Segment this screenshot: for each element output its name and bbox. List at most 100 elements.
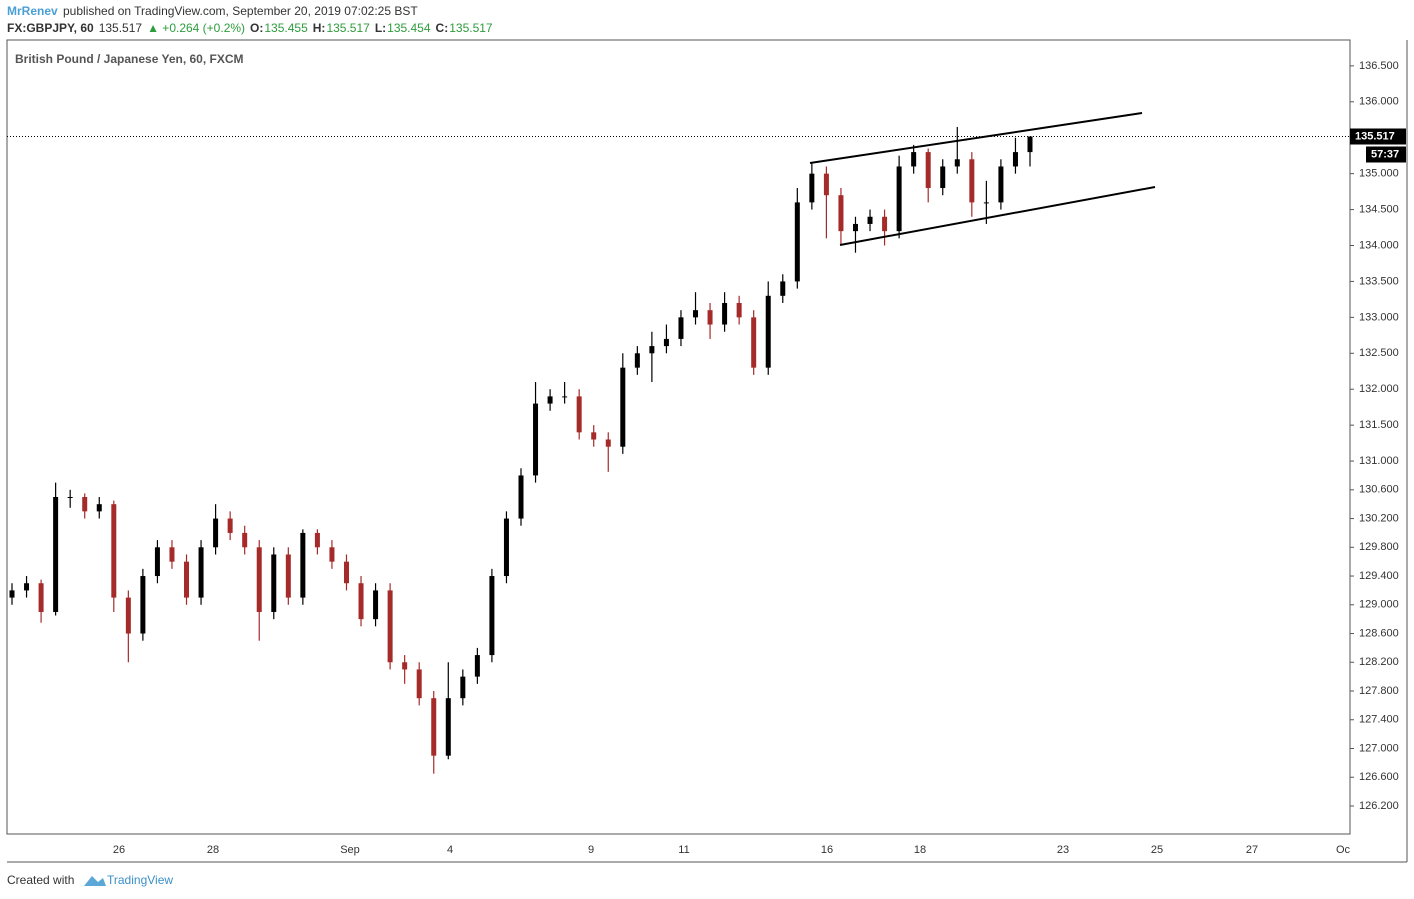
channel-lower: [839, 186, 1156, 246]
candle-body: [998, 166, 1004, 203]
last-price: 135.517: [99, 21, 143, 35]
y-tick-label: 130.200: [1359, 512, 1399, 524]
ohlc-value: 135.517: [449, 21, 493, 35]
candle-body: [620, 367, 626, 447]
candle-body: [198, 547, 204, 598]
candle-body: [678, 317, 684, 339]
ohlc-label: O:: [250, 21, 263, 35]
candle-body: [562, 396, 568, 398]
symbol: FX:GBPJPY, 60: [7, 21, 94, 35]
ohlc-value: 135.454: [387, 21, 431, 35]
candle-body: [867, 216, 873, 224]
y-tick-label: 133.000: [1359, 311, 1399, 323]
y-tick-label: 127.400: [1359, 714, 1399, 726]
candle-body: [169, 547, 175, 562]
y-tick-label: 129.400: [1359, 570, 1399, 582]
plot: [9, 126, 1033, 774]
y-tick-label: 136.000: [1359, 96, 1399, 108]
candle-body: [591, 432, 597, 440]
candle-body: [474, 655, 480, 677]
candle-body: [518, 475, 524, 519]
candle-body: [809, 173, 815, 203]
candle-body: [765, 295, 771, 368]
symbol-line: FX:GBPJPY, 60 135.517 ▲ +0.264 (+0.2%) O: 13…: [7, 21, 493, 35]
candle-body: [227, 518, 233, 533]
y-tick-label: 127.000: [1359, 742, 1399, 754]
candle-body: [38, 583, 44, 612]
channel-upper: [809, 112, 1143, 164]
candle-body: [983, 202, 989, 204]
x-tick-label: 28: [207, 844, 219, 856]
x-tick-label: Sep: [340, 844, 360, 856]
y-tick-label: 132.000: [1359, 383, 1399, 395]
candle-body: [693, 310, 699, 318]
y-tick-label: 132.500: [1359, 347, 1399, 359]
candle-body: [358, 583, 364, 620]
candle-body: [1012, 152, 1018, 167]
candle-body: [314, 532, 320, 548]
candle-body: [940, 166, 946, 189]
candle-body: [823, 173, 829, 196]
y-tick-label: 131.000: [1359, 455, 1399, 467]
y-tick-label: 127.800: [1359, 685, 1399, 697]
candle-body: [634, 353, 640, 368]
price-tag-label: 135.517: [1355, 130, 1395, 142]
x-tick-label: 25: [1151, 844, 1163, 856]
countdown-label: 57:37: [1371, 148, 1399, 160]
footer-created: Created with: [7, 873, 74, 887]
countdown-tag: [1366, 146, 1406, 163]
x-tick-label: 23: [1057, 844, 1069, 856]
y-tick-label: 134.500: [1359, 203, 1399, 215]
author[interactable]: MrRenev: [7, 4, 58, 18]
candle-body: [242, 532, 248, 548]
candle-body: [285, 554, 291, 598]
candle-body: [460, 676, 466, 699]
plot-frame: [6, 39, 1351, 835]
x-tick-label: 9: [588, 844, 594, 856]
ohlc-value: 135.517: [326, 21, 370, 35]
candle-body: [649, 346, 655, 354]
candle-body: [24, 583, 30, 591]
candle-body: [154, 547, 160, 577]
candle-body: [663, 338, 669, 347]
candle-body: [925, 152, 931, 189]
y-tick-label: 131.500: [1359, 419, 1399, 431]
candle-body: [96, 504, 102, 512]
candle-body: [489, 576, 495, 656]
candle-body: [67, 496, 73, 498]
candle-body: [722, 302, 728, 325]
candle-body: [896, 166, 902, 232]
candle-body: [1027, 136, 1033, 153]
ohlc-label: L:: [375, 21, 386, 35]
candle-body: [794, 202, 800, 282]
x-tick-label: 26: [113, 844, 125, 856]
ohlc-value: 135.455: [264, 21, 308, 35]
candle-body: [911, 152, 917, 167]
candle-body: [852, 223, 858, 232]
x-tick-label: 16: [821, 844, 833, 856]
y-tick-label: 129.000: [1359, 599, 1399, 611]
candle-body: [213, 518, 219, 548]
y-tick-label: 126.200: [1359, 800, 1399, 812]
y-tick-label: 126.600: [1359, 771, 1399, 783]
y-tick-label: 135.000: [1359, 168, 1399, 180]
y-tick-label: 134.000: [1359, 239, 1399, 251]
candle-body: [111, 504, 117, 598]
candle-body: [751, 317, 757, 368]
candle-body: [343, 561, 349, 584]
change: ▲ +0.264 (+0.2%): [147, 21, 245, 35]
ohlc-label: C:: [436, 21, 449, 35]
x-tick-label: 18: [914, 844, 926, 856]
chart-title: British Pound / Japanese Yen, 60, FXCM: [15, 52, 244, 66]
price-tag: [1350, 128, 1406, 145]
candle-body: [82, 496, 88, 512]
x-tick-label: 27: [1246, 844, 1258, 856]
footer-brand[interactable]: TradingView: [107, 873, 173, 887]
y-tick-label: 129.800: [1359, 541, 1399, 553]
candle-body: [431, 698, 437, 756]
x-tick-label: Oc: [1336, 844, 1351, 856]
candle-body: [271, 554, 277, 612]
candle-body: [882, 216, 888, 232]
candle-body: [416, 669, 422, 699]
